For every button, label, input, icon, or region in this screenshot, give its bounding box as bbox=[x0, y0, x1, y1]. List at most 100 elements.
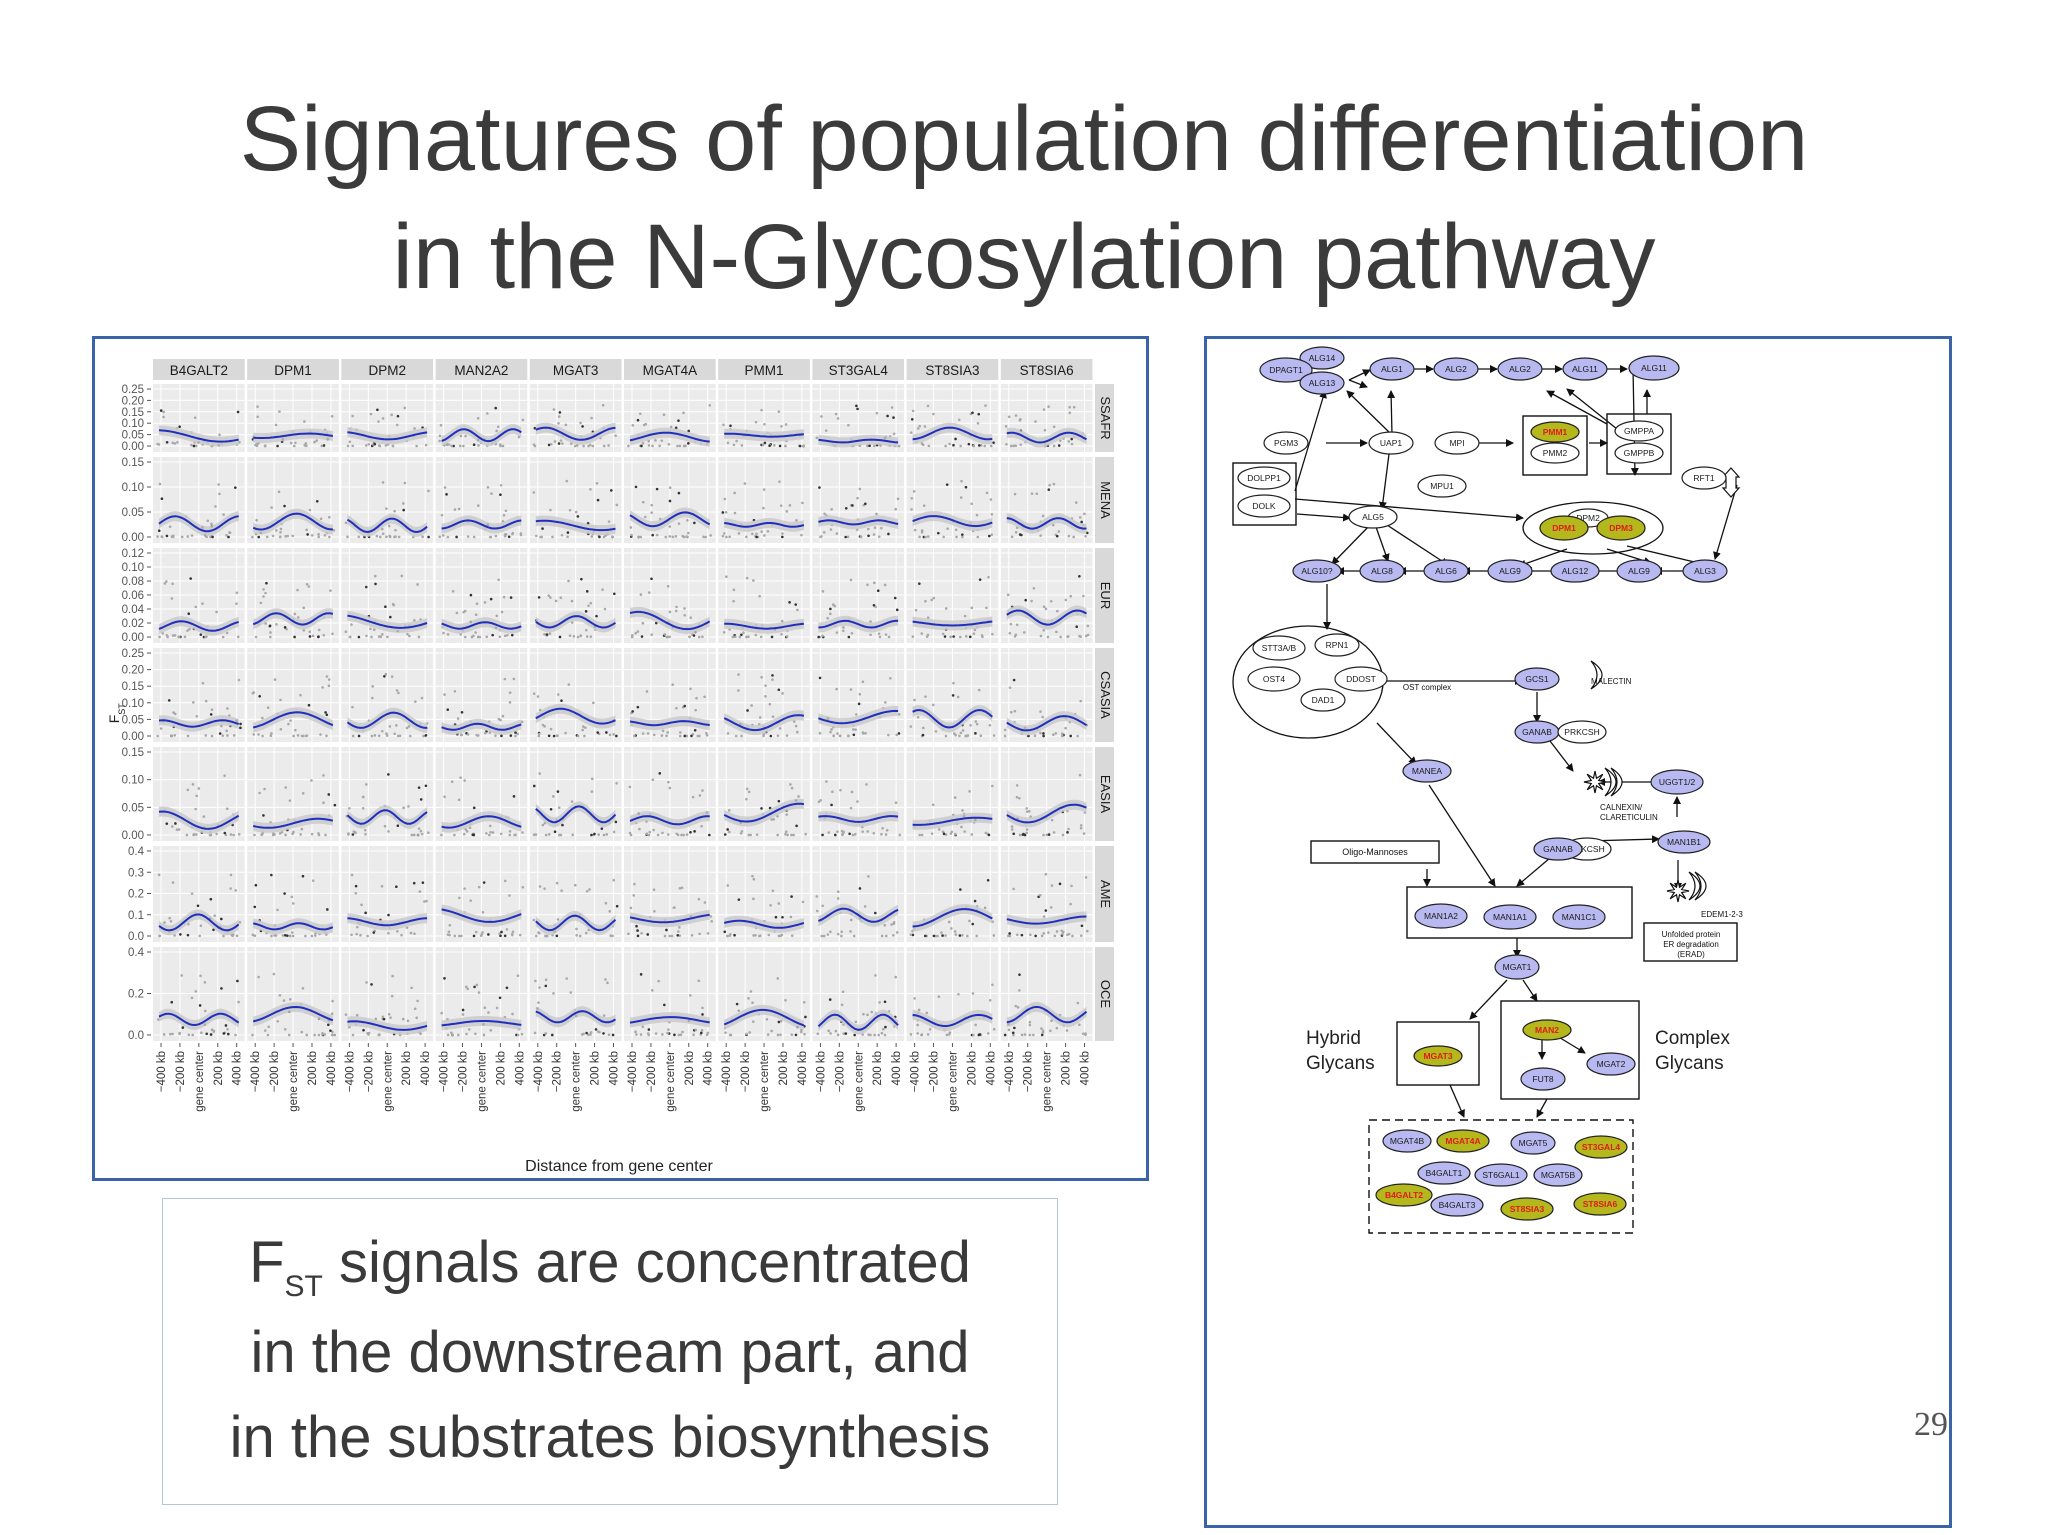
scatter-point bbox=[425, 899, 428, 903]
facet-label-csasia: CSASIA bbox=[1098, 671, 1113, 719]
scatter-point bbox=[567, 683, 571, 686]
scatter-point bbox=[374, 582, 377, 586]
scatter-point bbox=[486, 412, 489, 415]
node-label: DAD1 bbox=[1312, 695, 1335, 705]
scatter-point bbox=[477, 444, 480, 447]
x-tick-label: gene center bbox=[853, 1051, 865, 1112]
scatter-point bbox=[950, 927, 953, 930]
scatter-point bbox=[751, 1001, 754, 1005]
scatter-point bbox=[987, 833, 991, 837]
node-ellipse bbox=[1530, 421, 1580, 443]
scatter-point bbox=[689, 687, 692, 691]
scatter-point bbox=[443, 693, 446, 696]
scatter-point bbox=[986, 878, 990, 882]
y-tick-label: 0.04 bbox=[122, 604, 145, 616]
scatter-point bbox=[890, 923, 893, 926]
y-tick-label: 0.05 bbox=[122, 507, 144, 519]
scatter-point bbox=[213, 914, 216, 917]
scatter-point bbox=[836, 1033, 840, 1037]
x-tick-label: −200 kb bbox=[175, 1051, 187, 1092]
scatter-point bbox=[589, 601, 593, 605]
scatter-point bbox=[391, 444, 395, 448]
scatter-point bbox=[757, 934, 761, 938]
scatter-point bbox=[722, 423, 725, 427]
scatter-point bbox=[723, 930, 727, 934]
scatter-point bbox=[205, 1032, 209, 1036]
confidence-ribbon bbox=[535, 801, 616, 828]
scatter-point bbox=[701, 635, 704, 639]
caption-fst-subscript: ST bbox=[284, 1270, 323, 1303]
node-ellipse bbox=[1574, 1135, 1628, 1159]
scatter-point bbox=[892, 416, 895, 419]
scatter-point bbox=[829, 528, 833, 531]
scatter-point bbox=[262, 588, 265, 591]
scatter-point bbox=[475, 733, 479, 737]
scatter-point bbox=[173, 442, 177, 445]
scatter-point bbox=[979, 734, 983, 738]
scatter-point bbox=[393, 509, 396, 513]
scatter-point bbox=[668, 934, 672, 938]
scatter-point bbox=[776, 977, 780, 980]
scatter-point bbox=[779, 1019, 783, 1023]
scatter-point bbox=[924, 535, 927, 539]
scatter-point bbox=[751, 532, 754, 536]
scatter-point bbox=[689, 616, 692, 619]
scatter-point bbox=[1055, 630, 1058, 634]
facet-label-man2a2: MAN2A2 bbox=[454, 363, 508, 378]
scatter-point bbox=[677, 419, 680, 422]
facet-panel bbox=[529, 384, 622, 452]
scatter-point bbox=[1041, 1029, 1045, 1033]
scatter-point bbox=[427, 489, 430, 493]
node-label: UGGT1/2 bbox=[1659, 777, 1696, 787]
scatter-point bbox=[330, 1012, 334, 1015]
facet-panel bbox=[812, 648, 905, 742]
scatter-point bbox=[448, 923, 452, 927]
scatter-point bbox=[878, 1001, 881, 1004]
scatter-point bbox=[589, 1031, 593, 1034]
scatter-point bbox=[396, 824, 400, 828]
confidence-ribbon bbox=[347, 913, 428, 931]
confidence-ribbon bbox=[159, 715, 239, 732]
scatter-point bbox=[218, 492, 221, 496]
node-label: MAN1A2 bbox=[1424, 911, 1458, 921]
scatter-point bbox=[917, 1008, 921, 1012]
scatter-point bbox=[544, 1032, 548, 1035]
scatter-point bbox=[864, 731, 867, 735]
scatter-point bbox=[968, 919, 971, 923]
scatter-point bbox=[703, 901, 707, 904]
scatter-point bbox=[840, 930, 843, 934]
scatter-point bbox=[829, 607, 832, 611]
scatter-point bbox=[534, 934, 538, 938]
scatter-point bbox=[491, 633, 494, 637]
scatter-point bbox=[537, 1001, 540, 1004]
scatter-point bbox=[638, 827, 641, 831]
scatter-point bbox=[503, 879, 507, 883]
pathway-box bbox=[1232, 462, 1297, 526]
scatter-point bbox=[726, 884, 730, 887]
scatter-point bbox=[1028, 1020, 1032, 1024]
scatter-point bbox=[325, 734, 328, 738]
scatter-point bbox=[199, 633, 203, 636]
scatter-point bbox=[884, 833, 888, 836]
node-label: DPM2 bbox=[1576, 513, 1600, 523]
scatter-point bbox=[645, 690, 649, 693]
scatter-point bbox=[402, 508, 405, 512]
scatter-point bbox=[873, 1033, 876, 1037]
x-tick-label: 200 kb bbox=[495, 1051, 507, 1086]
scatter-point bbox=[537, 596, 541, 599]
scatter-point bbox=[224, 1024, 228, 1027]
scatter-point bbox=[640, 635, 644, 638]
scatter-point bbox=[789, 915, 793, 919]
x-tick-label: −400 kb bbox=[627, 1051, 639, 1092]
node-ellipse bbox=[1628, 355, 1680, 381]
scatter-point bbox=[895, 733, 899, 737]
node-alg12: ALG12 bbox=[1550, 559, 1600, 583]
scatter-point bbox=[258, 791, 261, 795]
scatter-point bbox=[737, 898, 741, 901]
node-label: GMPPB bbox=[1624, 448, 1655, 458]
scatter-point bbox=[326, 908, 329, 911]
scatter-point bbox=[383, 824, 387, 828]
scatter-point bbox=[440, 1011, 443, 1015]
scatter-point bbox=[511, 930, 515, 934]
scatter-point bbox=[766, 1033, 770, 1036]
